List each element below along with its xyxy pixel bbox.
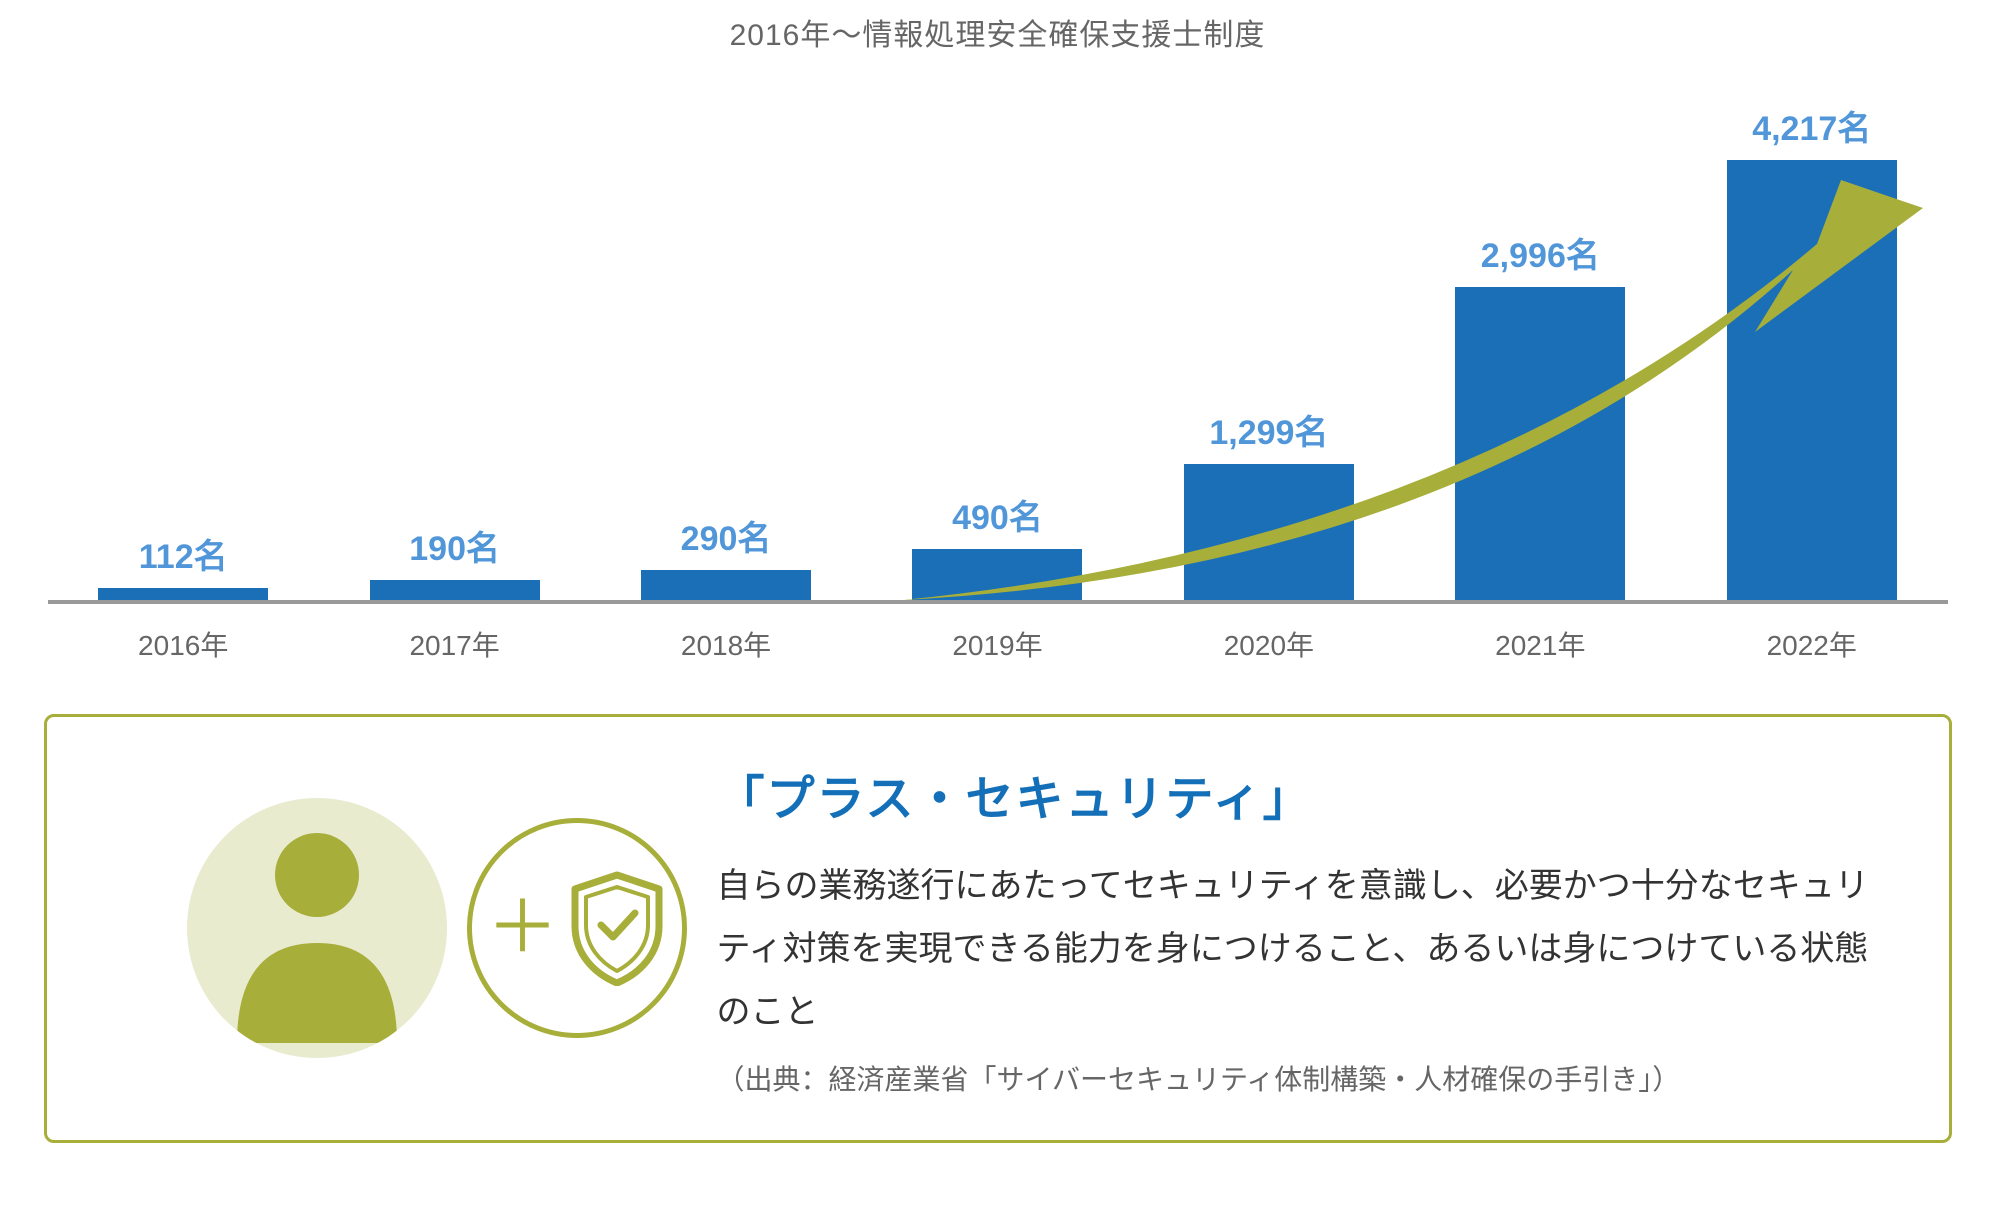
- bar-rect: [641, 570, 811, 600]
- x-axis-label: 2017年: [365, 624, 545, 664]
- x-axis-label: 2016年: [93, 624, 273, 664]
- info-description: 自らの業務遂行にあたってセキュリティを意識し、必要かつ十分なセキュリティ対策を実…: [717, 855, 1899, 1044]
- person-icon: [187, 798, 447, 1058]
- bar-value-label: 2,996名: [1481, 228, 1600, 277]
- x-axis-label: 2018年: [636, 624, 816, 664]
- info-card-icons: ＋: [87, 778, 707, 1078]
- bar-value-label: 490名: [952, 490, 1043, 539]
- bar-rect: [370, 580, 540, 600]
- chart-title: 2016年〜情報処理安全確保支援士制度: [0, 0, 1995, 54]
- info-source: （出典：経済産業省「サイバーセキュリティ体制構築・人材確保の手引き」）: [717, 1058, 1899, 1098]
- bar-row: 112名 190名 290名 490名 1,299名 2,996名 4,217名: [48, 84, 1948, 604]
- info-title: 「プラス・セキュリティ」: [717, 759, 1899, 829]
- bar-value-label: 190名: [409, 521, 500, 570]
- bar-slot: 490名: [907, 490, 1087, 600]
- x-axis-label: 2019年: [907, 624, 1087, 664]
- x-axis-label: 2020年: [1179, 624, 1359, 664]
- bar-value-label: 112名: [139, 529, 228, 578]
- bar-slot: 290名: [636, 511, 816, 600]
- bar-rect: [1455, 287, 1625, 600]
- bar-rect: [1727, 160, 1897, 600]
- bar-chart: 112名 190名 290名 490名 1,299名 2,996名 4,217名 2016年…: [48, 74, 1948, 664]
- bar-slot: 2,996名: [1450, 228, 1630, 600]
- x-axis-label: 2022年: [1722, 624, 1902, 664]
- shield-check-icon: [567, 871, 667, 986]
- bar-slot: 190名: [365, 521, 545, 600]
- bar-rect: [1184, 464, 1354, 600]
- bar-value-label: 1,299名: [1209, 405, 1328, 454]
- bar-rect: [912, 549, 1082, 600]
- x-axis-labels: 2016年 2017年 2018年 2019年 2020年 2021年 2022年: [48, 624, 1948, 664]
- bar-rect: [98, 588, 268, 600]
- info-card-text: 「プラス・セキュリティ」 自らの業務遂行にあたってセキュリティを意識し、必要かつ…: [717, 759, 1899, 1098]
- x-axis-label: 2021年: [1450, 624, 1630, 664]
- plus-icon: ＋: [486, 892, 558, 964]
- bar-value-label: 290名: [681, 511, 772, 560]
- bar-slot: 1,299名: [1179, 405, 1359, 600]
- bar-slot: 4,217名: [1722, 101, 1902, 600]
- info-card: ＋ 「プラス・セキュリティ」 自らの業務遂行にあたってセキュリティを意識し、必要…: [44, 714, 1952, 1143]
- bar-value-label: 4,217名: [1752, 101, 1871, 150]
- bar-slot: 112名: [93, 529, 273, 600]
- speech-bubble: ＋: [467, 818, 687, 1038]
